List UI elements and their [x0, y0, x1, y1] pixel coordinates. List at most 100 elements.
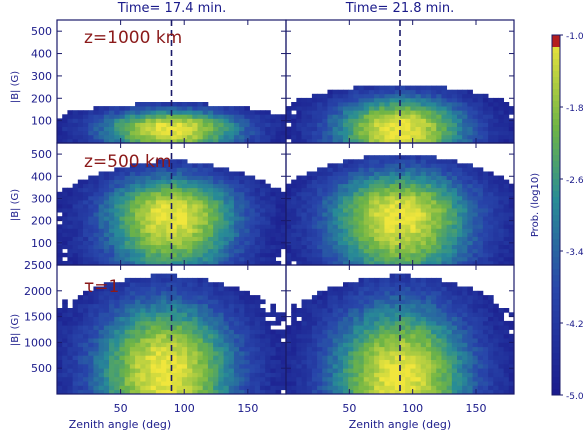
heatmap-cell: [109, 138, 115, 144]
heatmap-cell: [389, 175, 396, 180]
heatmap-cell: [239, 320, 245, 326]
heatmap-cell: [368, 155, 375, 160]
heatmap-cell: [161, 363, 167, 369]
heatmap-cell: [109, 240, 115, 246]
heatmap-cell: [129, 204, 136, 209]
heatmap-cell: [67, 312, 74, 317]
heatmap-cell: [249, 303, 256, 309]
heatmap-cell: [228, 295, 235, 300]
heatmap-cell: [425, 224, 432, 229]
heatmap-cell: [244, 114, 250, 119]
heatmap-cell: [317, 359, 323, 365]
heatmap-cell: [171, 163, 178, 168]
heatmap-cell: [467, 252, 473, 258]
heatmap-cell: [488, 212, 494, 217]
heatmap-cell: [467, 167, 473, 172]
heatmap-cell: [181, 303, 188, 309]
heatmap-cell: [379, 183, 385, 189]
heatmap-cell: [72, 355, 79, 360]
heatmap-cell: [98, 208, 105, 213]
heatmap-cell: [176, 363, 183, 369]
heatmap-cell: [119, 351, 126, 356]
heatmap-cell: [306, 179, 313, 185]
heatmap-cell: [436, 240, 442, 246]
heatmap-cell: [57, 325, 63, 330]
heatmap-cell: [249, 363, 256, 369]
heatmap-cell: [197, 316, 204, 322]
heatmap-cell: [109, 351, 115, 356]
heatmap-cell: [155, 252, 162, 258]
heatmap-cell: [405, 329, 411, 335]
heatmap-cell: [176, 240, 183, 246]
heatmap-cell: [410, 236, 416, 241]
heatmap-cell: [291, 351, 297, 356]
heatmap-cell: [270, 303, 276, 309]
heatmap-cell: [265, 130, 271, 136]
heatmap-cell: [327, 363, 334, 369]
heatmap-cell: [332, 187, 339, 193]
heatmap-cell: [254, 208, 261, 213]
heatmap-cell: [332, 232, 339, 237]
heatmap-cell: [410, 299, 416, 305]
heatmap-cell: [332, 312, 339, 317]
heatmap-cell: [451, 351, 458, 356]
heatmap-cell: [161, 260, 167, 266]
heatmap-cell: [379, 338, 385, 343]
heatmap-cell: [431, 329, 437, 335]
heatmap-cell: [311, 122, 318, 127]
heatmap-cell: [374, 167, 380, 172]
heatmap-cell: [150, 312, 157, 317]
heatmap-cell: [327, 179, 334, 185]
heatmap-cell: [343, 195, 349, 201]
heatmap-cell: [83, 312, 89, 317]
heatmap-cell: [109, 355, 115, 360]
heatmap-cell: [166, 163, 172, 168]
heatmap-cell: [358, 325, 365, 330]
heatmap-cell: [358, 385, 365, 391]
heatmap-cell: [410, 220, 416, 225]
heatmap-cell: [150, 175, 157, 180]
heatmap-cell: [431, 212, 437, 217]
heatmap-cell: [389, 134, 396, 140]
heatmap-cell: [415, 212, 422, 217]
heatmap-cell: [327, 232, 334, 237]
heatmap-cell: [327, 236, 334, 241]
heatmap-cell: [415, 389, 422, 395]
heatmap-cell: [140, 102, 146, 107]
heatmap-cell: [98, 175, 105, 180]
heatmap-cell: [493, 260, 499, 266]
heatmap-cell: [218, 244, 224, 250]
heatmap-cell: [140, 303, 146, 309]
heatmap-cell: [286, 372, 292, 378]
heatmap-cell: [67, 359, 74, 365]
heatmap-cell: [161, 204, 167, 209]
heatmap-cell: [187, 329, 193, 335]
heatmap-cell: [389, 295, 396, 300]
heatmap-cell: [451, 333, 458, 339]
heatmap-cell: [286, 359, 292, 365]
heatmap-cell: [114, 204, 120, 209]
heatmap-cell: [508, 224, 515, 229]
heatmap-cell: [176, 299, 183, 305]
heatmap-cell: [88, 212, 94, 217]
heatmap-cell: [265, 191, 271, 197]
heatmap-cell: [218, 240, 224, 246]
heatmap-cell: [57, 126, 63, 132]
heatmap-cell: [508, 134, 515, 140]
heatmap-cell: [374, 187, 380, 193]
heatmap-cell: [394, 333, 401, 339]
heatmap-cell: [353, 187, 359, 193]
heatmap-cell: [420, 93, 427, 99]
heatmap-cell: [431, 244, 437, 250]
heatmap-cell: [420, 359, 427, 365]
heatmap-cell: [83, 191, 89, 197]
heatmap-cell: [83, 134, 89, 140]
heatmap-cell: [332, 359, 339, 365]
heatmap-cell: [140, 260, 146, 266]
heatmap-cell: [171, 329, 178, 335]
heatmap-cell: [431, 290, 437, 296]
heatmap-cell: [228, 191, 235, 197]
heatmap-cell: [446, 308, 453, 313]
heatmap-cell: [405, 368, 411, 373]
heatmap-cell: [322, 171, 328, 176]
